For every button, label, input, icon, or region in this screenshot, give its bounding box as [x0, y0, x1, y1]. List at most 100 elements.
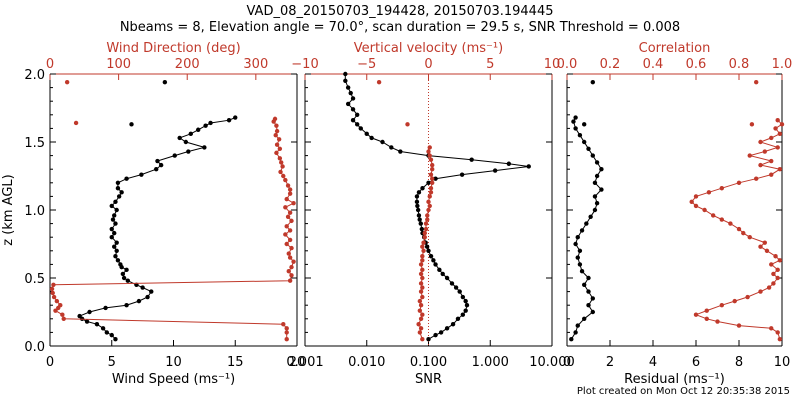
data-point: [287, 255, 293, 260]
data-point: [428, 172, 434, 177]
data-point: [773, 126, 778, 131]
data-point: [599, 187, 604, 192]
data-point: [121, 275, 127, 281]
data-point: [736, 226, 742, 232]
bottom-tick-label: 15: [227, 355, 244, 370]
data-point: [276, 137, 282, 142]
data-point: [592, 207, 598, 213]
data-point: [158, 162, 164, 168]
data-point: [704, 308, 709, 313]
data-point: [113, 199, 118, 205]
data-point: [741, 230, 746, 236]
data-point: [577, 248, 583, 253]
data-point: [428, 254, 434, 259]
data-point: [289, 264, 294, 270]
data-point: [590, 309, 595, 315]
data-point: [773, 254, 778, 259]
data-point: [571, 119, 576, 124]
data-point: [418, 281, 424, 286]
data-point: [693, 203, 699, 209]
data-point: [418, 316, 424, 321]
data-point: [575, 323, 580, 328]
data-point: [416, 322, 421, 327]
data-point: [420, 267, 425, 273]
data-point: [389, 145, 394, 150]
data-point: [758, 289, 763, 294]
data-point: [77, 313, 82, 319]
data-point: [416, 213, 422, 218]
data-point: [417, 217, 422, 222]
data-point: [60, 312, 65, 317]
data-point: [777, 131, 783, 137]
data-point: [459, 172, 465, 177]
data-point: [440, 271, 445, 277]
data-point: [281, 173, 286, 179]
data-point: [425, 217, 430, 222]
data-point: [109, 226, 114, 232]
data-point: [116, 194, 122, 199]
data-point: [766, 285, 772, 290]
data-point: [430, 176, 435, 181]
data-point: [280, 164, 285, 169]
data-point: [112, 230, 117, 236]
data-point: [460, 294, 466, 300]
data-point: [110, 217, 116, 222]
series-line-2-1: [691, 119, 783, 340]
top-tick-label: −5: [357, 57, 376, 72]
data-point: [87, 309, 92, 315]
data-point: [426, 180, 431, 185]
data-point: [594, 201, 600, 206]
data-point: [426, 337, 431, 342]
data-point: [291, 259, 296, 264]
outlier-point: [162, 79, 168, 85]
data-point: [573, 126, 578, 131]
data-point: [272, 116, 278, 122]
data-point: [423, 226, 429, 232]
data-point: [273, 133, 278, 138]
top-tick-label: −10: [291, 57, 318, 72]
y-tick-label: 1.5: [24, 136, 45, 151]
data-point: [693, 312, 699, 317]
data-point: [354, 112, 360, 118]
data-point: [769, 158, 774, 164]
bottom-tick-label: 0: [563, 355, 571, 370]
data-point: [283, 177, 288, 183]
outlier-point: [73, 120, 79, 126]
data-point: [380, 139, 385, 145]
data-point: [53, 308, 58, 313]
data-point: [428, 190, 434, 195]
top-axis-title: Wind Direction (deg): [106, 41, 240, 56]
data-point: [594, 160, 600, 165]
data-point: [426, 207, 431, 213]
data-point: [431, 258, 436, 263]
data-point: [577, 262, 583, 267]
data-point: [109, 203, 114, 209]
data-point: [463, 308, 468, 313]
data-point: [460, 312, 466, 317]
data-point: [588, 214, 593, 219]
data-point: [283, 232, 288, 237]
data-point: [277, 146, 283, 151]
data-point: [463, 298, 468, 304]
data-point: [777, 337, 783, 342]
data-point: [422, 230, 427, 236]
data-point: [747, 153, 752, 158]
data-point: [758, 139, 763, 145]
data-point: [579, 228, 585, 233]
data-point: [689, 199, 694, 205]
data-point: [526, 164, 531, 169]
data-point: [769, 326, 774, 331]
data-point: [424, 244, 430, 249]
data-point: [430, 162, 435, 168]
data-point: [364, 131, 369, 137]
data-point: [50, 290, 55, 296]
top-axis-title: Vertical velocity (ms⁻¹): [354, 41, 503, 56]
data-point: [736, 180, 742, 185]
data-point: [590, 296, 595, 301]
data-point: [422, 235, 427, 240]
bottom-tick-label: 10: [165, 355, 182, 370]
bottom-tick-label: 0.001: [286, 355, 323, 370]
data-point: [426, 149, 431, 154]
data-point: [149, 289, 154, 294]
data-point: [449, 281, 455, 286]
